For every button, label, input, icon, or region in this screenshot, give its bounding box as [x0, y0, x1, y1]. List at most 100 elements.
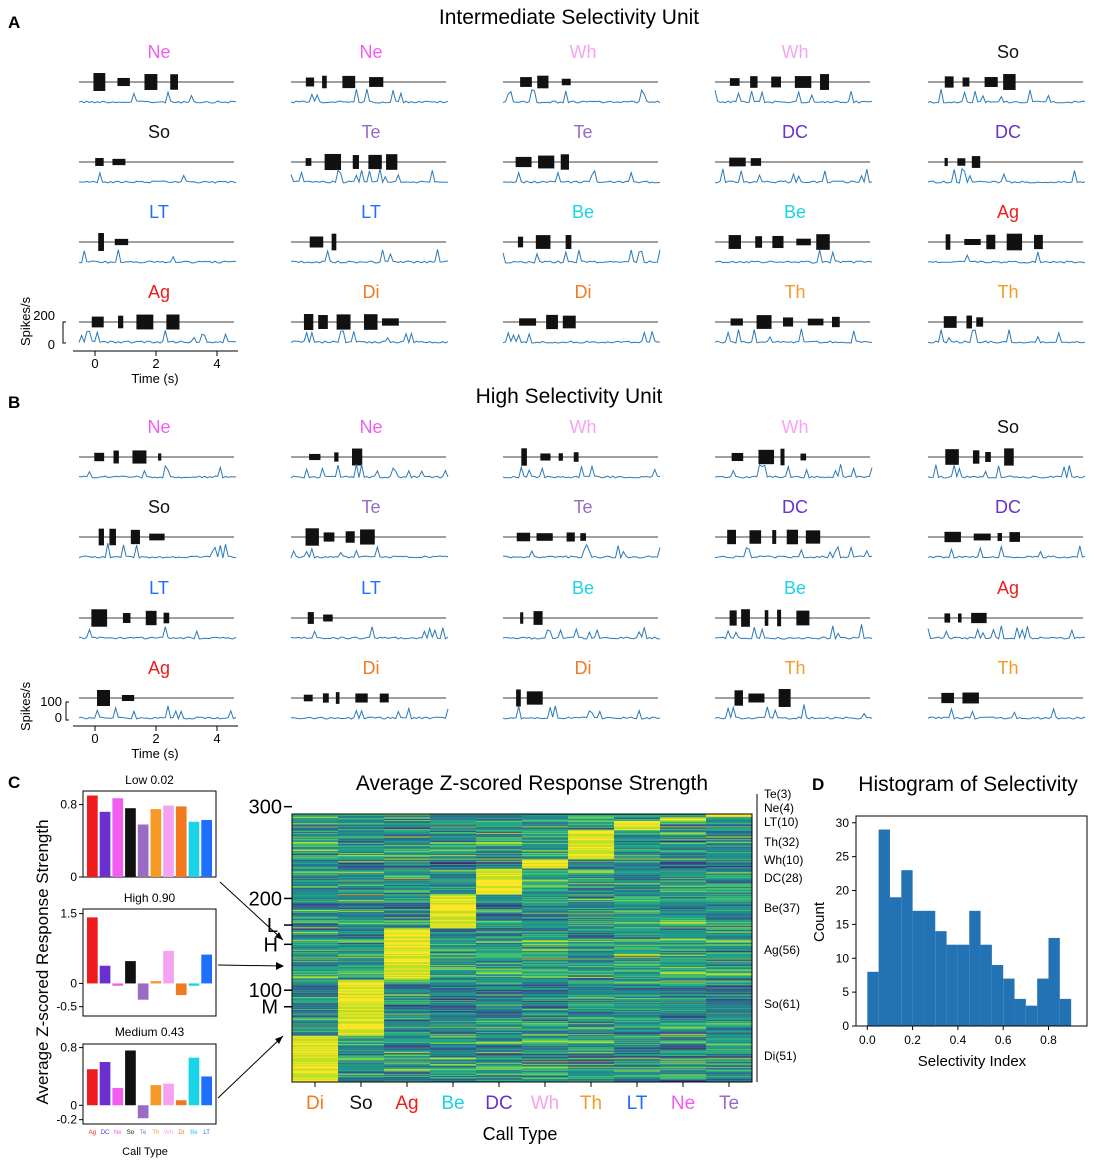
heatmap-cell [522, 892, 569, 895]
cell-te: Te [290, 497, 449, 559]
heatmap-cell [706, 836, 753, 838]
heatmap-cell [568, 1023, 615, 1025]
heatmap-cell [706, 1064, 753, 1066]
heatmap-cell [568, 1060, 615, 1063]
heatmap-cell [568, 908, 615, 910]
heatmap-cell [706, 865, 753, 867]
heatmap-cell [522, 920, 569, 922]
heatmap-cell [430, 970, 477, 973]
heatmap-row [292, 838, 753, 841]
heatmap-cell [384, 912, 431, 914]
heatmap-cell [338, 937, 385, 940]
heatmap-cell [568, 907, 615, 910]
heatmap-cell [522, 994, 569, 997]
heatmap-cell [706, 947, 753, 949]
heatmap-cell [338, 815, 385, 818]
heatmap-cell [568, 858, 615, 861]
heatmap-cell [292, 990, 339, 992]
heatmap-cell [338, 901, 385, 903]
heatmap-cell [568, 1003, 615, 1005]
heatmap-cell [522, 1044, 569, 1046]
heatmap-cell [614, 894, 661, 897]
heatmap-cell [660, 879, 707, 881]
heatmap-cell [476, 904, 523, 907]
heatmap-cell [706, 925, 753, 927]
heatmap-cell [706, 961, 753, 964]
heatmap-cell [476, 905, 523, 908]
heatmap-cell [384, 1044, 431, 1046]
heatmap-cell [568, 1057, 615, 1059]
heatmap-cell [292, 960, 339, 963]
heatmap-cell [292, 814, 339, 817]
heatmap-cell [338, 879, 385, 881]
heatmap-cell [706, 1018, 753, 1021]
heatmap-row [292, 992, 753, 995]
heatmap-cell [476, 842, 523, 844]
heatmap-cell [292, 874, 339, 876]
heatmap-cell [292, 1016, 339, 1019]
heatmap-cell [338, 874, 385, 876]
heatmap-row [292, 924, 753, 926]
heatmap-cell [660, 1020, 707, 1022]
heatmap-cell [338, 1009, 385, 1011]
histogram-xtick: 0.8 [1040, 1033, 1057, 1047]
heatmap-cell [292, 977, 339, 979]
heatmap-cell [706, 862, 753, 865]
heatmap-row [292, 995, 753, 998]
heatmap-cell [614, 926, 661, 929]
heatmap-cell [522, 862, 569, 865]
heatmap-cell [660, 972, 707, 975]
heatmap-cell [660, 897, 707, 899]
heatmap-cell [568, 1025, 615, 1027]
heatmap-cell [568, 912, 615, 914]
heatmap-row [292, 956, 753, 958]
heatmap-cell [706, 893, 753, 896]
heatmap-row [292, 884, 753, 887]
heatmap-cell [292, 912, 339, 914]
heatmap-cell [430, 923, 477, 925]
mini-bar-ytick: 0.8 [60, 1041, 77, 1055]
heatmap-cell [476, 1046, 523, 1048]
mini-bar-so [125, 1050, 136, 1106]
heatmap-cell [384, 1058, 431, 1060]
heatmap-cell [292, 983, 339, 986]
heatmap-cell [476, 895, 523, 898]
heatmap-cell [660, 1006, 707, 1009]
heatmap-cell [660, 819, 707, 821]
heatmap-row [292, 1071, 753, 1074]
heatmap-cell [522, 1003, 569, 1006]
heatmap-cell [614, 1066, 661, 1068]
heatmap-cell [476, 930, 523, 932]
heatmap-cell [522, 1038, 569, 1041]
heatmap-row [292, 925, 753, 927]
heatmap-cell [292, 880, 339, 882]
heatmap-cell [660, 986, 707, 988]
mini-bar-frame [82, 908, 217, 1017]
heatmap-cell [430, 984, 477, 987]
heatmap-cell [614, 1053, 661, 1055]
heatmap-cell [476, 1061, 523, 1064]
heatmap-cell [430, 858, 477, 860]
waveform-burst [533, 611, 543, 625]
heatmap-cell [384, 870, 431, 873]
heatmap-cell [430, 832, 477, 834]
heatmap-cell [476, 928, 523, 931]
heatmap-cell [660, 1043, 707, 1045]
mini-bar-lt [201, 819, 212, 877]
waveform-burst [324, 153, 342, 171]
heatmap-cell [430, 968, 477, 970]
heatmap-cell [338, 1043, 385, 1045]
heatmap-cell [384, 1009, 431, 1011]
arrow-medium [217, 1035, 284, 1099]
heatmap-row [292, 964, 753, 966]
heatmap-cell [292, 996, 339, 999]
heatmap-cell [614, 845, 661, 847]
heatmap-cell [522, 871, 569, 874]
heatmap-cell [660, 1063, 707, 1066]
heatmap-cell [568, 959, 615, 961]
heatmap-cell [338, 950, 385, 953]
heatmap-cell [338, 857, 385, 859]
heatmap-cell [706, 841, 753, 843]
heatmap-cell [384, 865, 431, 867]
